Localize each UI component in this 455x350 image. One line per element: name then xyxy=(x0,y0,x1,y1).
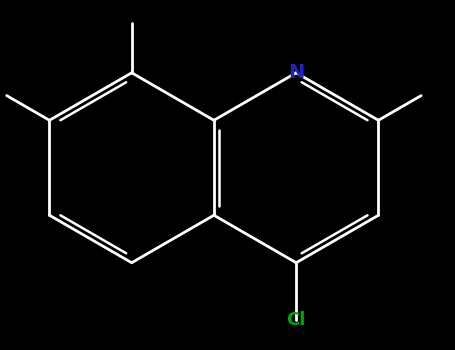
Text: N: N xyxy=(288,63,304,82)
Text: Cl: Cl xyxy=(287,311,306,329)
